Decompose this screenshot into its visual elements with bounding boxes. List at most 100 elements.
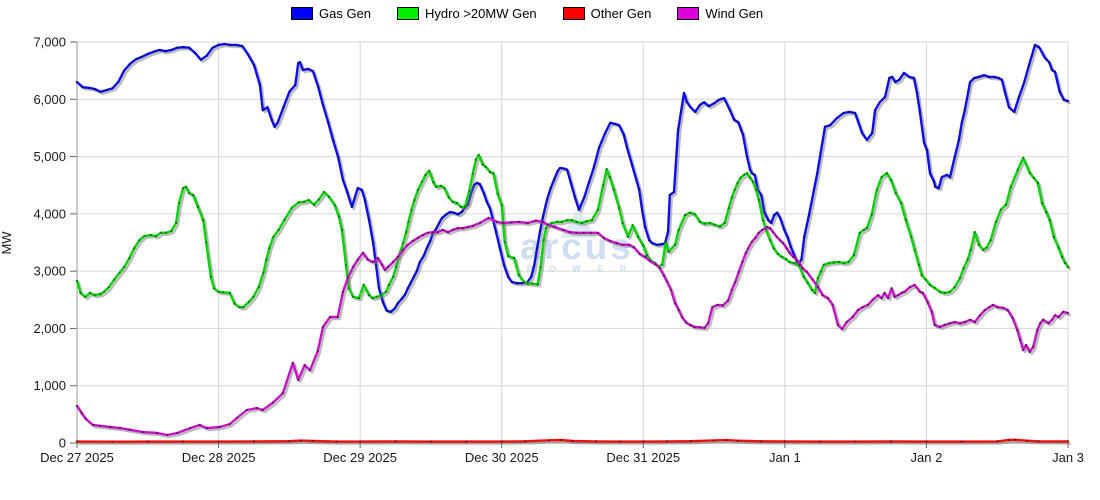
wind-gen-point-marker <box>648 259 651 262</box>
other-gen-point-marker <box>960 440 963 443</box>
gas-gen-point-marker <box>667 230 670 233</box>
gas-gen-point-marker <box>577 208 581 211</box>
legend-item-other-gen[interactable]: Other Gen <box>562 6 652 21</box>
gas-gen-point-marker <box>258 83 261 87</box>
wind-gen-point-marker <box>721 304 725 307</box>
gas-gen-point-marker <box>587 181 591 184</box>
hydro-20mw-gen-point-marker <box>920 274 923 277</box>
hydro-20mw-gen-point-marker <box>708 221 712 225</box>
legend-item-gas-gen[interactable]: Gas Gen <box>291 6 371 21</box>
hydro-20mw-gen-point-marker <box>196 205 199 209</box>
wind-gen-point-marker <box>1002 306 1005 309</box>
hydro-20mw-gen-point-marker <box>228 291 231 294</box>
hydro-20mw-gen-point-marker <box>999 208 1002 211</box>
legend-item-hydro-20mw-gen[interactable]: Hydro >20MW Gen <box>397 6 537 21</box>
hydro-20mw-gen-point-marker <box>238 306 241 309</box>
gas-gen-point-marker <box>569 181 572 184</box>
gas-gen-point-marker <box>1053 70 1057 73</box>
gas-gen-point-marker <box>946 173 949 176</box>
gas-gen-line-shadow <box>77 44 1072 315</box>
hydro-20mw-gen-point-marker <box>113 278 116 281</box>
legend-swatch-wind-gen <box>677 7 700 20</box>
hydro-20mw-gen-point-marker <box>743 173 746 176</box>
hydro-20mw-gen-point-marker <box>375 295 378 298</box>
hydro-20mw-gen-point-marker <box>313 203 316 206</box>
gas-gen-point-marker <box>682 91 686 95</box>
hydro-20mw-gen-point-marker <box>337 215 340 218</box>
gas-gen-point-marker <box>396 302 399 305</box>
wind-gen-point-marker <box>628 243 631 246</box>
x-tick-label: Jan 1 <box>769 450 801 465</box>
wind-gen-point-marker <box>903 290 906 293</box>
gas-gen-point-marker <box>164 50 167 53</box>
gas-gen-point-marker <box>429 239 432 242</box>
wind-gen-point-marker <box>877 294 880 297</box>
legend-label: Wind Gen <box>705 6 764 21</box>
other-gen-point-marker <box>217 440 220 443</box>
wind-gen-point-marker <box>707 322 710 325</box>
gas-gen-point-marker <box>356 187 359 190</box>
hydro-20mw-gen-point-marker <box>736 181 739 184</box>
hydro-20mw-gen-line <box>75 153 1070 309</box>
gas-gen-point-marker <box>690 106 693 109</box>
hydro-20mw-gen-point-marker <box>933 286 936 289</box>
hydro-20mw-gen-point-marker <box>432 181 435 184</box>
wind-gen-point-marker <box>1062 310 1065 313</box>
wind-gen-line <box>75 216 1070 437</box>
gas-gen-point-marker <box>940 176 943 179</box>
wind-gen-point-marker <box>562 228 565 231</box>
wind-gen-point-marker <box>510 221 513 224</box>
hydro-20mw-gen-point-marker <box>103 290 106 293</box>
hydro-20mw-gen-point-marker <box>209 275 212 278</box>
other-gen-point-marker <box>1025 439 1028 442</box>
wind-gen-point-marker <box>890 287 893 290</box>
wind-gen-point-marker <box>897 294 900 297</box>
other-gen-point-marker <box>146 440 149 443</box>
hydro-20mw-gen-point-marker <box>1022 156 1025 160</box>
wind-gen-point-marker <box>392 260 395 264</box>
wind-gen-point-marker <box>900 291 903 294</box>
gas-gen-point-marker <box>448 211 451 214</box>
gas-gen-point-marker <box>415 270 418 273</box>
gas-gen-point-marker <box>533 264 536 267</box>
hydro-20mw-gen-point-marker <box>367 294 371 297</box>
watermark-subtext: P O W E R <box>527 264 634 274</box>
gas-gen-point-marker <box>717 98 720 101</box>
gas-gen-point-marker <box>902 71 906 74</box>
gas-gen-point-marker <box>746 156 749 159</box>
hydro-20mw-gen-point-marker <box>590 219 594 222</box>
wind-gen-point-marker <box>750 240 753 243</box>
hydro-20mw-gen-point-marker <box>84 295 87 298</box>
wind-gen-point-marker <box>685 321 688 324</box>
wind-gen-point-marker <box>1066 311 1070 315</box>
wind-gen-point-marker <box>836 323 840 327</box>
hydro-20mw-gen-point-marker <box>88 291 92 294</box>
wind-gen-point-marker <box>959 322 962 325</box>
wind-gen-point-marker <box>930 310 933 313</box>
hydro-20mw-gen-point-marker <box>392 275 395 278</box>
gas-gen-point-marker <box>418 261 421 264</box>
hydro-20mw-gen-point-marker <box>380 294 383 297</box>
wind-gen-point-marker <box>541 220 545 223</box>
gas-gen-point-marker <box>871 132 874 135</box>
legend-label: Other Gen <box>590 6 652 21</box>
hydro-20mw-gen-point-marker <box>776 252 779 256</box>
wind-gen-point-marker <box>582 231 585 234</box>
gas-gen-point-marker <box>452 211 455 214</box>
wind-gen-point-marker <box>973 321 976 324</box>
hydro-20mw-gen-point-marker <box>407 220 410 223</box>
gas-gen-point-marker <box>406 287 409 290</box>
wind-gen-point-marker <box>471 224 474 227</box>
wind-gen-point-marker <box>948 322 952 325</box>
gas-gen-point-marker <box>288 90 291 93</box>
wind-gen-point-marker <box>235 416 238 420</box>
hydro-20mw-gen-point-marker <box>481 163 484 166</box>
other-gen-point-marker <box>547 439 551 442</box>
wind-gen-point-marker <box>831 303 834 306</box>
legend-item-wind-gen[interactable]: Wind Gen <box>677 6 763 21</box>
other-gen-point-marker <box>783 440 787 443</box>
hydro-20mw-gen-point-marker <box>847 260 850 264</box>
hydro-20mw-gen-point-marker <box>138 239 141 242</box>
hydro-20mw-gen-point-marker <box>443 187 446 190</box>
other-gen-line <box>75 438 1070 443</box>
